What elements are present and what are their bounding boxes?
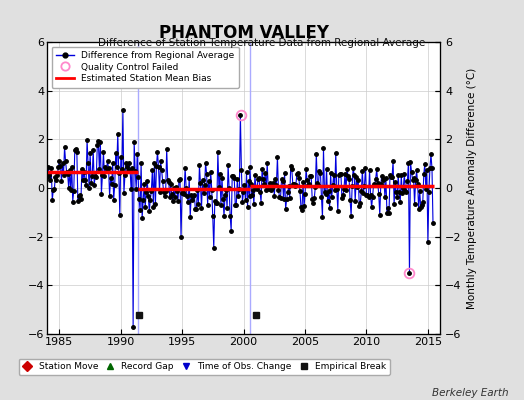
Y-axis label: Monthly Temperature Anomaly Difference (°C): Monthly Temperature Anomaly Difference (… [467, 67, 477, 309]
Text: Berkeley Earth: Berkeley Earth [432, 388, 508, 398]
Text: Difference of Station Temperature Data from Regional Average: Difference of Station Temperature Data f… [99, 38, 425, 48]
Legend: Station Move, Record Gap, Time of Obs. Change, Empirical Break: Station Move, Record Gap, Time of Obs. C… [19, 358, 390, 375]
Title: PHANTOM VALLEY: PHANTOM VALLEY [159, 24, 329, 42]
